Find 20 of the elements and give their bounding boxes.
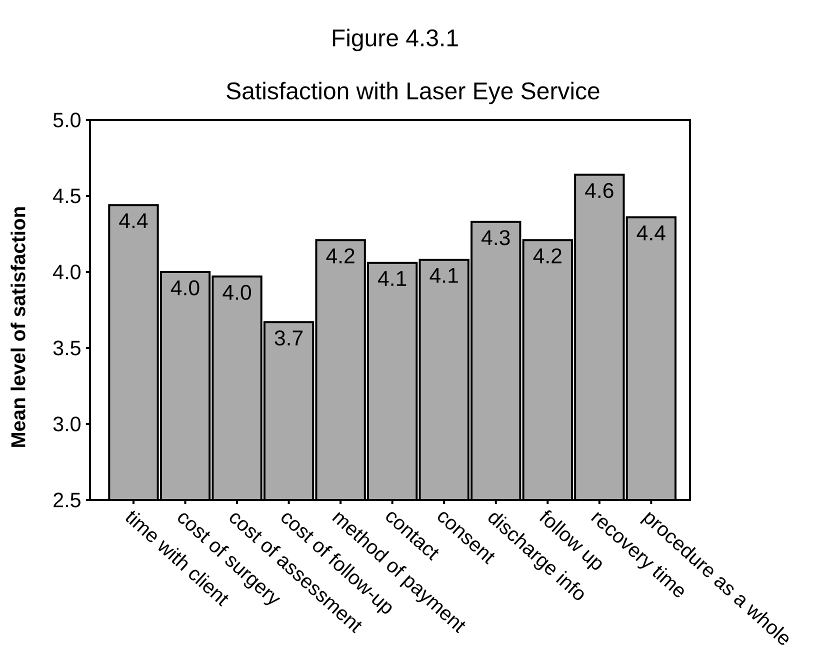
data-label: 4.1	[430, 268, 458, 283]
data-label: 4.3	[482, 230, 510, 246]
data-label: 4.1	[378, 271, 406, 286]
data-label: 4.2	[326, 248, 354, 264]
data-label: 4.4	[119, 213, 148, 228]
y-tick-label: 3.0	[53, 416, 80, 432]
y-tick-label: 4.5	[53, 188, 80, 204]
chart-subtitle: Satisfaction with Laser Eye Service	[226, 82, 600, 104]
y-tick-label: 2.5	[54, 492, 80, 508]
data-label: 4.4	[636, 226, 666, 240]
data-label: 4.0	[222, 284, 252, 300]
data-label: 3.7	[274, 330, 303, 346]
data-label: 4.2	[533, 248, 562, 264]
y-tick-label: 5.0	[53, 112, 80, 128]
y-tick-label: 3.5	[53, 340, 80, 356]
y-axis-title: Mean level of satisfaction	[10, 207, 26, 447]
data-label: 4.0	[170, 280, 200, 296]
chart-title: Figure 4.3.1	[332, 28, 458, 52]
y-tick-label: 4.0	[53, 264, 80, 280]
data-label: 4.6	[585, 182, 614, 198]
